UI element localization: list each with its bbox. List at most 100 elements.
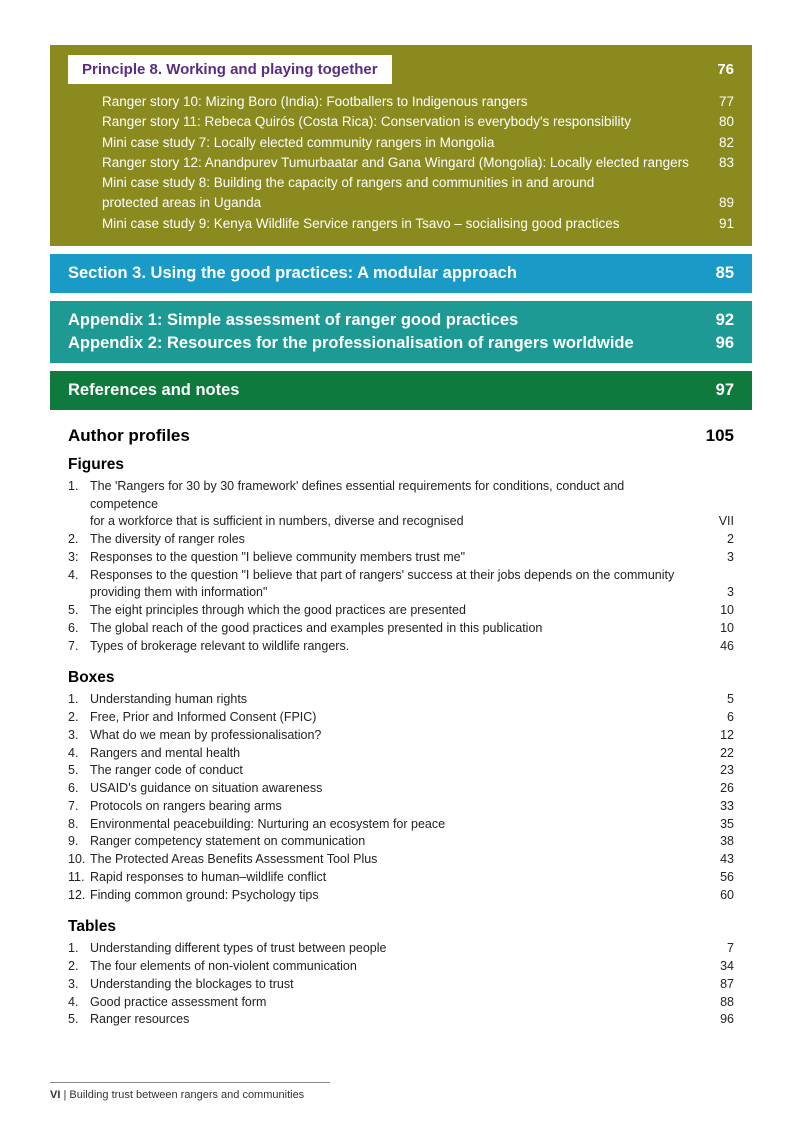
list-num: 2. [68,531,90,549]
list-row: 10.The Protected Areas Benefits Assessme… [68,851,734,869]
list-num: 10. [68,851,90,869]
list-num: 7. [68,638,90,656]
story-row: Ranger story 11: Rebeca Quirós (Costa Ri… [68,112,734,132]
list-text: Responses to the question "I believe tha… [90,567,704,585]
list-page: 34 [704,958,734,976]
list-text: The Protected Areas Benefits Assessment … [90,851,704,869]
list-page: 38 [704,833,734,851]
list-text: The four elements of non-violent communi… [90,958,704,976]
list-page: 10 [704,602,734,620]
list-text: Rangers and mental health [90,745,704,763]
story-page: 91 [704,214,734,234]
list-num: 4. [68,745,90,763]
list-num: 11. [68,869,90,887]
list-page [704,478,734,514]
footer-title: Building trust between rangers and commu… [69,1089,304,1101]
list-page: 46 [704,638,734,656]
list-text: Environmental peacebuilding: Nurturing a… [90,816,704,834]
story-text: Ranger story 12: Anandpurev Tumurbaatar … [102,153,704,173]
list-num: 3. [68,976,90,994]
list-text: The global reach of the good practices a… [90,620,704,638]
story-text: Mini case study 9: Kenya Wildlife Servic… [102,214,704,234]
list-page: 12 [704,727,734,745]
list-text: The 'Rangers for 30 by 30 framework' def… [90,478,704,514]
list-text: Types of brokerage relevant to wildlife … [90,638,704,656]
list-text: Understanding different types of trust b… [90,940,704,958]
list-text: Responses to the question "I believe com… [90,549,704,567]
list-row: 3.What do we mean by professionalisation… [68,727,734,745]
list-row: providing them with information"3 [68,584,734,602]
list-num: 6. [68,780,90,798]
list-text: The eight principles through which the g… [90,602,704,620]
list-page: 10 [704,620,734,638]
story-page: 89 [704,193,734,213]
references-page: 97 [704,381,734,400]
list-page: 33 [704,798,734,816]
list-row: 5.The ranger code of conduct23 [68,762,734,780]
list-row: 5.The eight principles through which the… [68,602,734,620]
list-row: 2.The diversity of ranger roles2 [68,531,734,549]
list-row: 4.Rangers and mental health22 [68,745,734,763]
story-text: Ranger story 11: Rebeca Quirós (Costa Ri… [102,112,704,132]
list-text: What do we mean by professionalisation? [90,727,704,745]
list-page: 87 [704,976,734,994]
list-row: 1.The 'Rangers for 30 by 30 framework' d… [68,478,734,514]
story-page: 82 [704,133,734,153]
list-row: 4.Good practice assessment form88 [68,994,734,1012]
story-text: Ranger story 10: Mizing Boro (India): Fo… [102,92,704,112]
principle-items: Ranger story 10: Mizing Boro (India): Fo… [68,92,734,234]
list-page: 26 [704,780,734,798]
appendix2-page: 96 [704,334,734,353]
list-num: 3. [68,727,90,745]
principle-header: Principle 8. Working and playing togethe… [68,55,734,84]
boxes-heading: Boxes [68,669,734,687]
list-row: 7.Protocols on rangers bearing arms33 [68,798,734,816]
list-text: Good practice assessment form [90,994,704,1012]
list-row: for a workforce that is sufficient in nu… [68,513,734,531]
section3-bar: Section 3. Using the good practices: A m… [50,254,752,293]
story-page: 83 [704,153,734,173]
footer-pagenum: VI [50,1089,60,1101]
list-num: 1. [68,940,90,958]
list-page: 2 [704,531,734,549]
story-page: 80 [704,112,734,132]
list-row: 1.Understanding different types of trust… [68,940,734,958]
story-row: Mini case study 8: Building the capacity… [68,173,734,193]
list-num: 4. [68,567,90,585]
list-num: 9. [68,833,90,851]
list-page: 35 [704,816,734,834]
story-row: Ranger story 12: Anandpurev Tumurbaatar … [68,153,734,173]
figures-section: Figures 1.The 'Rangers for 30 by 30 fram… [50,456,752,656]
list-num: 12. [68,887,90,905]
list-row: 9.Ranger competency statement on communi… [68,833,734,851]
list-num [68,584,90,602]
list-page: 7 [704,940,734,958]
principle-page: 76 [717,61,734,78]
list-row: 3.Understanding the blockages to trust87 [68,976,734,994]
list-num: 5. [68,602,90,620]
list-row: 6.USAID's guidance on situation awarenes… [68,780,734,798]
list-row: 2.Free, Prior and Informed Consent (FPIC… [68,709,734,727]
list-page: 3 [704,549,734,567]
story-row: Mini case study 7: Locally elected commu… [68,133,734,153]
list-page: 6 [704,709,734,727]
list-num: 1. [68,691,90,709]
list-page: 88 [704,994,734,1012]
list-text: Ranger competency statement on communica… [90,833,704,851]
list-text: USAID's guidance on situation awareness [90,780,704,798]
list-num: 1. [68,478,90,514]
list-page [704,567,734,585]
list-row: 7.Types of brokerage relevant to wildlif… [68,638,734,656]
principle-block: Principle 8. Working and playing togethe… [50,45,752,246]
appendix1-page: 92 [704,311,734,330]
list-num: 2. [68,958,90,976]
story-page: 77 [704,92,734,112]
list-text: Understanding human rights [90,691,704,709]
list-num: 7. [68,798,90,816]
list-text: The ranger code of conduct [90,762,704,780]
figures-heading: Figures [68,456,734,474]
list-text: Free, Prior and Informed Consent (FPIC) [90,709,704,727]
list-page: 22 [704,745,734,763]
list-page: 23 [704,762,734,780]
story-row: Mini case study 9: Kenya Wildlife Servic… [68,214,734,234]
